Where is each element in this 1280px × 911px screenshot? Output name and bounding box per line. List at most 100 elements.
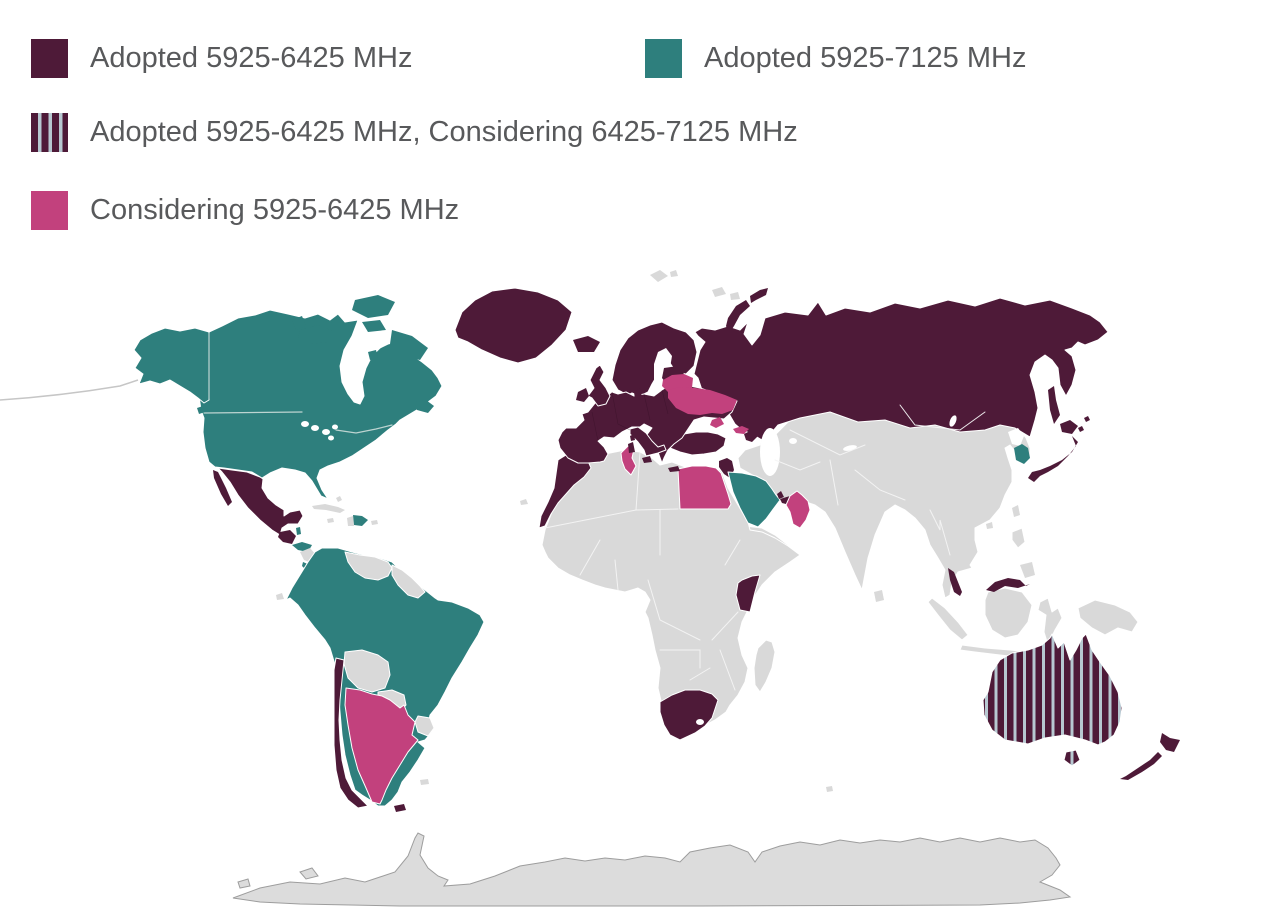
legend-label-adopted-full: Adopted 5925-7125 MHz <box>704 42 1027 74</box>
legend-item-considering: Considering 5925-6425 MHz <box>31 191 459 230</box>
legend-swatch-considering <box>31 191 68 230</box>
region-alaska[interactable] <box>133 327 210 404</box>
country-united-kingdom[interactable] <box>587 364 611 407</box>
island-kerguelen <box>826 786 833 792</box>
canadian-arctic-islands <box>292 295 428 360</box>
country-denmark[interactable] <box>634 388 642 399</box>
country-south-africa[interactable] <box>659 689 719 741</box>
country-oman[interactable] <box>785 490 811 529</box>
country-south-korea[interactable] <box>1014 444 1030 464</box>
island-sakhalin <box>1048 386 1060 424</box>
country-qatar[interactable] <box>777 491 784 499</box>
country-malaysia-peninsula[interactable] <box>948 568 962 596</box>
swatch-rect <box>645 39 682 78</box>
country-papua-new-guinea[interactable] <box>1077 599 1139 636</box>
country-iceland[interactable] <box>573 336 600 352</box>
legend-swatch-adopted-low <box>31 39 68 78</box>
country-philippines-mindanao[interactable] <box>1020 562 1035 578</box>
country-venezuela[interactable] <box>344 551 393 581</box>
europe-group[interactable] <box>557 321 738 472</box>
country-ireland[interactable] <box>576 388 589 402</box>
island-sardinia <box>628 442 635 453</box>
island-corsica <box>630 434 635 441</box>
europe-inner-borders <box>591 389 669 442</box>
country-japan-hokkaido[interactable] <box>1060 420 1078 434</box>
country-georgia[interactable] <box>733 426 749 434</box>
country-saudi-arabia[interactable] <box>727 471 781 528</box>
region-baja-california <box>213 470 232 506</box>
island-falklands <box>420 779 429 785</box>
swatch-rect-striped <box>31 113 68 152</box>
legend-label-considering: Considering 5925-6425 MHz <box>90 194 460 226</box>
region-tierra-del-fuego <box>394 804 406 812</box>
country-italy[interactable] <box>629 426 667 457</box>
country-greenland[interactable] <box>454 287 573 364</box>
country-sri-lanka[interactable] <box>874 590 884 602</box>
country-dominican-republic[interactable] <box>353 515 368 526</box>
region-canada-usa[interactable] <box>198 309 443 500</box>
country-chile[interactable] <box>333 657 369 809</box>
legend-swatch-striped <box>31 113 68 152</box>
region-tasmania[interactable] <box>1063 749 1081 767</box>
antarctica-group <box>232 832 1072 907</box>
country-guatemala[interactable] <box>278 530 296 544</box>
country-indonesia-sulawesi[interactable] <box>1037 597 1063 646</box>
island-hainan[interactable] <box>986 522 993 529</box>
us-canada-border <box>203 411 303 414</box>
antarctic-island <box>299 867 319 880</box>
country-new-zealand-north[interactable] <box>1160 733 1180 752</box>
country-kenya[interactable] <box>735 574 761 613</box>
north-america-group[interactable] <box>0 287 573 579</box>
oceania-group[interactable] <box>982 633 1180 780</box>
country-egypt[interactable] <box>677 465 732 510</box>
asia-inner-borders <box>774 404 986 556</box>
antarctica <box>232 832 1072 907</box>
island-vancouver <box>197 406 205 414</box>
country-russia[interactable] <box>693 297 1109 441</box>
africa-colored-group[interactable] <box>538 445 761 741</box>
country-indonesia-sumatra[interactable] <box>927 597 969 641</box>
country-indonesia-borneo[interactable] <box>984 587 1033 639</box>
island-newfoundland <box>414 400 434 413</box>
legend-item-adopted-low: Adopted 5925-6425 MHz <box>31 39 412 78</box>
country-puerto-rico[interactable] <box>371 520 378 525</box>
country-ukraine[interactable] <box>668 387 737 415</box>
island-svalbard <box>650 270 668 282</box>
country-north-korea-blank <box>1008 428 1024 446</box>
great-lakes <box>301 421 338 441</box>
legend-label-adopted-low: Adopted 5925-6425 MHz <box>90 42 413 74</box>
aral-sea <box>789 438 797 444</box>
legend-label-adopted-considering: Adopted 5925-6425 MHz, Considering 6425-… <box>90 116 798 148</box>
country-madagascar[interactable] <box>753 639 776 693</box>
legend-item-adopted-considering: Adopted 5925-6425 MHz, Considering 6425-… <box>31 113 798 152</box>
country-jamaica[interactable] <box>327 518 334 523</box>
country-belize[interactable] <box>296 527 301 535</box>
island-kuril-2 <box>1084 416 1090 422</box>
country-bolivia[interactable] <box>343 649 391 693</box>
landmass-africa[interactable] <box>541 449 801 737</box>
country-argentina[interactable] <box>344 687 419 805</box>
country-philippines-luzon[interactable] <box>1011 527 1026 549</box>
region-guyanas[interactable] <box>391 564 426 599</box>
south-america-group[interactable] <box>285 547 485 812</box>
country-cuba[interactable] <box>312 504 345 513</box>
island-canary <box>520 499 528 505</box>
region-crimea[interactable] <box>710 417 724 428</box>
country-malaysia-borneo[interactable] <box>986 578 1030 592</box>
island-franz-josef-2 <box>730 292 740 300</box>
east-asia-group[interactable] <box>948 416 1090 596</box>
legend-item-adopted-full: Adopted 5925-7125 MHz <box>645 39 1026 78</box>
country-mexico[interactable] <box>217 467 304 536</box>
country-haiti[interactable] <box>347 516 354 526</box>
country-australia[interactable] <box>982 633 1123 746</box>
country-new-zealand-south[interactable] <box>1120 752 1162 780</box>
country-azerbaijan[interactable] <box>744 430 758 442</box>
country-lesotho-blank <box>696 719 704 725</box>
island-svalbard-2 <box>670 270 678 277</box>
antarctic-island <box>237 878 251 889</box>
country-taiwan[interactable] <box>1012 505 1020 517</box>
country-japan-honshu[interactable] <box>1028 436 1078 482</box>
swatch-rect <box>31 39 68 78</box>
